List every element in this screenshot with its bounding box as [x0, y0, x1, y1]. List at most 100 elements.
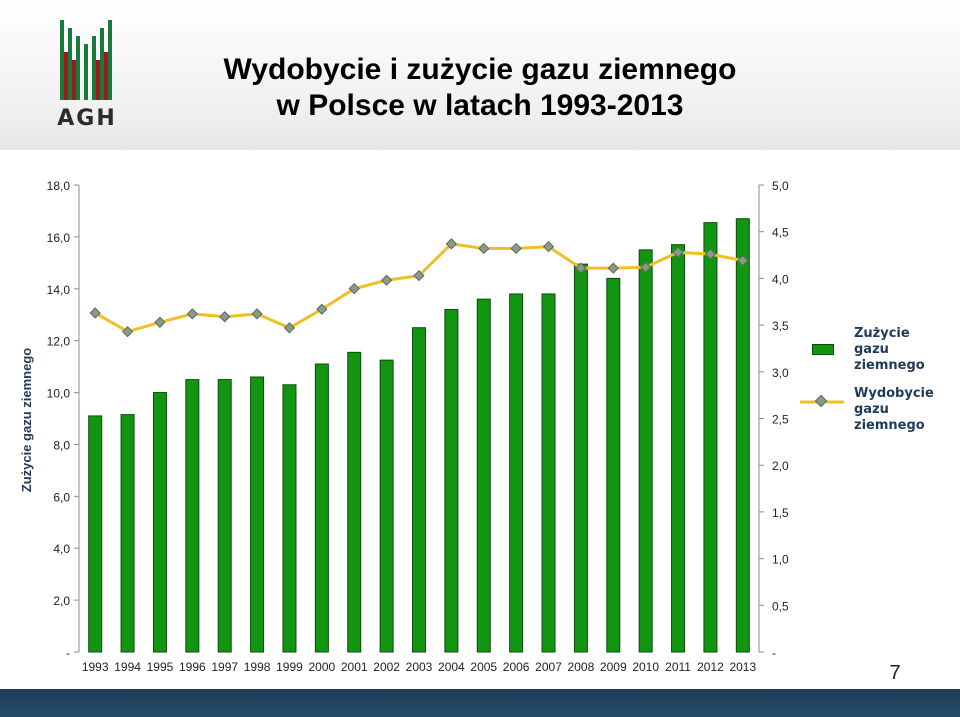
- x-tick-label: 2010: [632, 660, 659, 674]
- point-production-2010: [640, 261, 652, 273]
- bar-2002: [379, 359, 394, 653]
- bar-2013: [735, 218, 750, 653]
- x-tick-label: 2006: [503, 660, 530, 674]
- x-tick-label: 1993: [82, 660, 109, 674]
- bar-2011: [671, 244, 686, 653]
- bar-1995: [152, 392, 167, 653]
- bar-1999: [282, 384, 297, 653]
- point-production-2005: [478, 242, 490, 255]
- agh-logo-text: AGH: [57, 106, 117, 131]
- point-production-1993: [89, 307, 101, 319]
- point-production-2006: [510, 242, 522, 255]
- bar-2012: [703, 222, 718, 653]
- y-left-tick-label: 2,0: [53, 594, 70, 608]
- x-tick-label: 2011: [665, 660, 691, 674]
- bar-1998: [250, 376, 265, 653]
- point-production-1999: [283, 322, 296, 334]
- x-tick-label: 2008: [568, 660, 595, 674]
- page-title: Wydobycie i zużycie gazu ziemnego w Pols…: [130, 52, 830, 124]
- y-axis-title: Zużycie gazu ziemnego: [19, 348, 34, 493]
- bar-1993: [88, 415, 103, 653]
- title-line-2: w Polsce w latach 1993-2013: [276, 89, 684, 122]
- x-tick-label: 1998: [244, 660, 271, 674]
- agh-logo: AGH: [52, 18, 122, 136]
- point-production-1996: [186, 308, 198, 320]
- x-tick-label: 1995: [147, 660, 174, 674]
- y-right-tick-label: 3,0: [772, 366, 789, 380]
- legend-line-swatch: [800, 394, 844, 408]
- x-tick-label: 2000: [309, 660, 336, 674]
- bar-2008: [573, 263, 588, 653]
- x-tick-label: 1999: [276, 660, 303, 674]
- y-left-tick-label: 14,0: [47, 283, 71, 297]
- bar-2004: [444, 309, 459, 653]
- x-tick-label: 2009: [600, 660, 627, 674]
- x-tick-label: 1996: [179, 660, 206, 674]
- y-right-tick-label: 2,5: [772, 413, 789, 427]
- bar-2010: [638, 249, 653, 653]
- point-production-2013: [737, 254, 749, 267]
- x-tick-label: 2013: [729, 660, 756, 674]
- point-production-1998: [251, 308, 263, 320]
- point-production-1995: [154, 316, 166, 328]
- point-production-2002: [380, 274, 393, 286]
- point-production-2011: [672, 246, 684, 258]
- point-production-2008: [575, 262, 587, 274]
- point-production-2003: [413, 269, 425, 282]
- y-right-tick-label: 2,0: [772, 459, 789, 473]
- y-right-tick-label: 1,5: [772, 506, 789, 520]
- y-left-tick-label: 12,0: [47, 335, 71, 349]
- point-production-1994: [121, 325, 134, 338]
- point-production-2004: [445, 238, 458, 250]
- y-left-tick-label: 18,0: [47, 179, 71, 193]
- y-left-tick-label: -: [66, 646, 70, 660]
- point-production-2000: [316, 303, 328, 315]
- bar-1996: [185, 379, 200, 653]
- y-left-tick-label: 16,0: [47, 231, 71, 245]
- x-tick-label: 2007: [535, 660, 562, 674]
- y-left-tick-label: 4,0: [53, 542, 70, 556]
- header: AGH Wydobycie i zużycie gazu ziemnego w …: [0, 0, 960, 150]
- bar-1997: [217, 379, 232, 653]
- legend-label-consumption: Zużycie gazu ziemnego: [854, 326, 925, 373]
- y-right-tick-label: 4,5: [772, 226, 789, 240]
- legend-item-production: Wydobycie gazu ziemnego: [800, 374, 960, 433]
- x-tick-label: 2003: [406, 660, 433, 674]
- chart-legend: Zużycie gazu ziemnego Wydobycie gazu zie…: [800, 320, 960, 433]
- y-right-tick-label: 3,5: [772, 319, 789, 333]
- point-production-2001: [348, 283, 360, 295]
- point-production-2007: [542, 240, 555, 253]
- y-right-tick-label: -: [772, 646, 776, 660]
- title-line-1: Wydobycie i zużycie gazu ziemnego: [223, 53, 737, 86]
- point-production-2009: [607, 262, 619, 274]
- bar-2000: [314, 363, 329, 653]
- agh-logo-mark: [60, 20, 112, 100]
- bar-2003: [412, 327, 426, 653]
- y-left-tick-label: 6,0: [53, 490, 70, 504]
- point-production-2012: [704, 248, 717, 260]
- page-number: 7: [889, 662, 901, 684]
- y-right-tick-label: 0,5: [772, 599, 789, 613]
- x-tick-label: 2001: [341, 660, 368, 674]
- y-right-tick-label: 4,0: [772, 272, 789, 286]
- x-tick-label: 2012: [697, 660, 724, 674]
- bar-1994: [120, 414, 135, 653]
- bar-2006: [509, 293, 524, 653]
- x-tick-label: 1994: [114, 660, 141, 674]
- x-tick-label: 1997: [211, 660, 238, 674]
- legend-label-production: Wydobycie gazu ziemnego: [854, 386, 934, 433]
- bar-2001: [347, 351, 362, 653]
- x-tick-label: 2002: [373, 660, 400, 674]
- y-left-tick-label: 10,0: [47, 387, 71, 401]
- point-production-1997: [219, 311, 231, 323]
- x-tick-label: 2005: [470, 660, 497, 674]
- x-tick-label: 2004: [438, 660, 465, 674]
- footer-bar: [0, 689, 960, 717]
- chart: - 2,0 4,0 6,0 8,0 10,0 12,0 14,0 16,0 18,0 - 0,5 1,0…: [19, 179, 789, 674]
- bar-2005: [476, 298, 491, 653]
- y-left-tick-label: 8,0: [53, 438, 70, 452]
- legend-bar-swatch: [812, 344, 834, 355]
- legend-item-consumption: Zużycie gazu ziemnego: [800, 320, 960, 373]
- y-right-tick-label: 1,0: [772, 553, 789, 567]
- bar-2009: [606, 277, 621, 653]
